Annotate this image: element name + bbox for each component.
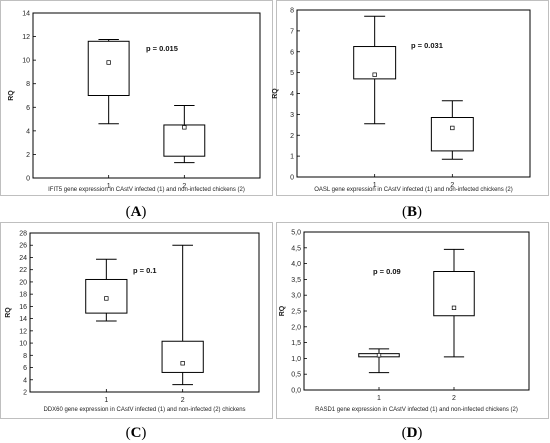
p-value-annotation: p = 0.015 — [146, 44, 178, 53]
y-tick-label: 4,5 — [291, 245, 301, 252]
panel-border — [0, 0, 273, 196]
y-tick-label: 8 — [23, 353, 27, 360]
panel-border — [0, 222, 273, 419]
y-tick-label: 8 — [290, 8, 294, 15]
median-marker — [104, 296, 109, 301]
box-series-2 — [430, 100, 474, 160]
y-tick-label: 12 — [22, 34, 30, 41]
iqr-box — [161, 340, 204, 373]
x-tick-label: 1 — [104, 397, 108, 404]
panel-border — [276, 0, 549, 196]
panel-caption: (D) — [402, 425, 423, 441]
x-tick-label: 2 — [181, 397, 185, 404]
y-tick-label: 0,5 — [291, 372, 301, 379]
y-tick-label: 6 — [26, 105, 30, 112]
y-tick-label: 28 — [19, 231, 27, 238]
y-axis-label: RQ — [279, 305, 286, 316]
y-tick-label: 3 — [290, 112, 294, 119]
y-tick-label: 2,5 — [291, 309, 301, 316]
y-tick-label: 2 — [26, 152, 30, 159]
y-tick-label: 1,0 — [291, 356, 301, 363]
x-axis-label: OASL gene expression in CAstV infected (… — [314, 187, 513, 193]
box-series-1 — [358, 348, 400, 374]
x-axis-label: RASD1 gene expression in CAstV infected … — [315, 407, 518, 413]
y-tick-label: 4 — [26, 128, 30, 135]
y-tick-label: 4,0 — [291, 261, 301, 268]
y-tick-label: 2 — [290, 133, 294, 140]
x-tick-label: 1 — [373, 182, 377, 189]
p-value-annotation: p = 0.031 — [411, 41, 443, 50]
y-tick-label: 3,5 — [291, 277, 301, 284]
y-tick-label: 26 — [19, 243, 27, 250]
x-axis-label: IFIT5 gene expression in CAstV infected … — [48, 187, 245, 193]
y-tick-label: 14 — [22, 11, 30, 18]
y-tick-label: 4 — [23, 377, 27, 384]
iqr-box — [87, 40, 130, 96]
plot-frame — [32, 12, 261, 179]
y-tick-label: 3,0 — [291, 293, 301, 300]
y-tick-label: 5 — [290, 70, 294, 77]
x-tick-label: 2 — [450, 182, 454, 189]
median-marker — [450, 125, 455, 131]
box-series-1 — [85, 258, 128, 322]
y-tick-label: 8 — [26, 81, 30, 88]
median-marker — [106, 60, 111, 65]
plot-frame — [303, 231, 530, 391]
y-tick-label: 4 — [290, 91, 294, 98]
y-tick-label: 10 — [22, 58, 30, 65]
x-tick-label: 1 — [377, 395, 381, 402]
y-tick-label: 1 — [290, 154, 294, 161]
y-tick-label: 7 — [290, 28, 294, 35]
y-tick-label: 18 — [19, 292, 27, 299]
iqr-box — [430, 117, 474, 152]
x-tick-label: 2 — [452, 395, 456, 402]
median-marker — [451, 305, 457, 310]
y-tick-label: 10 — [19, 341, 27, 348]
y-tick-label: 1,5 — [291, 340, 301, 347]
box-series-2 — [163, 105, 206, 164]
box-series-2 — [433, 248, 475, 358]
panel-border — [276, 222, 549, 419]
y-tick-label: 5,0 — [291, 230, 301, 237]
y-tick-label: 2 — [23, 390, 27, 397]
y-axis-label: RQ — [8, 90, 15, 101]
plot-frame — [29, 232, 260, 393]
y-axis-label: RQ — [5, 307, 12, 318]
panel-caption: (C) — [126, 425, 147, 441]
x-tick-label: 1 — [107, 183, 111, 190]
y-tick-label: 14 — [19, 316, 27, 323]
y-tick-label: 6 — [23, 365, 27, 372]
panel-caption: (B) — [402, 204, 422, 220]
plot-frame — [296, 9, 531, 178]
chart-panel-4: 0,0 0,5 1,0 1,5 2,0 2,5 3,0 3,5 4,0 4,5 5,0 RQ 1 2 RAS… — [276, 222, 549, 419]
box-series-2 — [161, 244, 204, 386]
y-tick-label: 0 — [26, 176, 30, 183]
y-tick-label: 0,0 — [291, 388, 301, 395]
x-axis-label: DDX60 gene expression in CAstV infected … — [43, 407, 245, 413]
y-axis-label: RQ — [272, 88, 279, 99]
median-marker — [372, 72, 377, 77]
iqr-box — [163, 124, 206, 157]
y-tick-label: 2,0 — [291, 324, 301, 331]
y-tick-label: 6 — [290, 49, 294, 56]
y-tick-label: 20 — [19, 279, 27, 286]
y-tick-label: 22 — [19, 267, 27, 274]
p-value-annotation: p = 0.09 — [373, 267, 401, 276]
y-tick-label: 24 — [19, 255, 27, 262]
x-tick-label: 2 — [182, 183, 186, 190]
median-marker — [180, 361, 185, 366]
panel-caption: (A) — [126, 204, 147, 220]
median-marker — [182, 125, 187, 130]
y-tick-label: 16 — [19, 304, 27, 311]
y-tick-label: 0 — [290, 175, 294, 182]
box-series-1 — [87, 39, 130, 125]
p-value-annotation: p = 0.1 — [133, 266, 157, 275]
y-tick-label: 12 — [19, 328, 27, 335]
box-series-1 — [353, 15, 397, 125]
median-marker — [376, 353, 382, 358]
